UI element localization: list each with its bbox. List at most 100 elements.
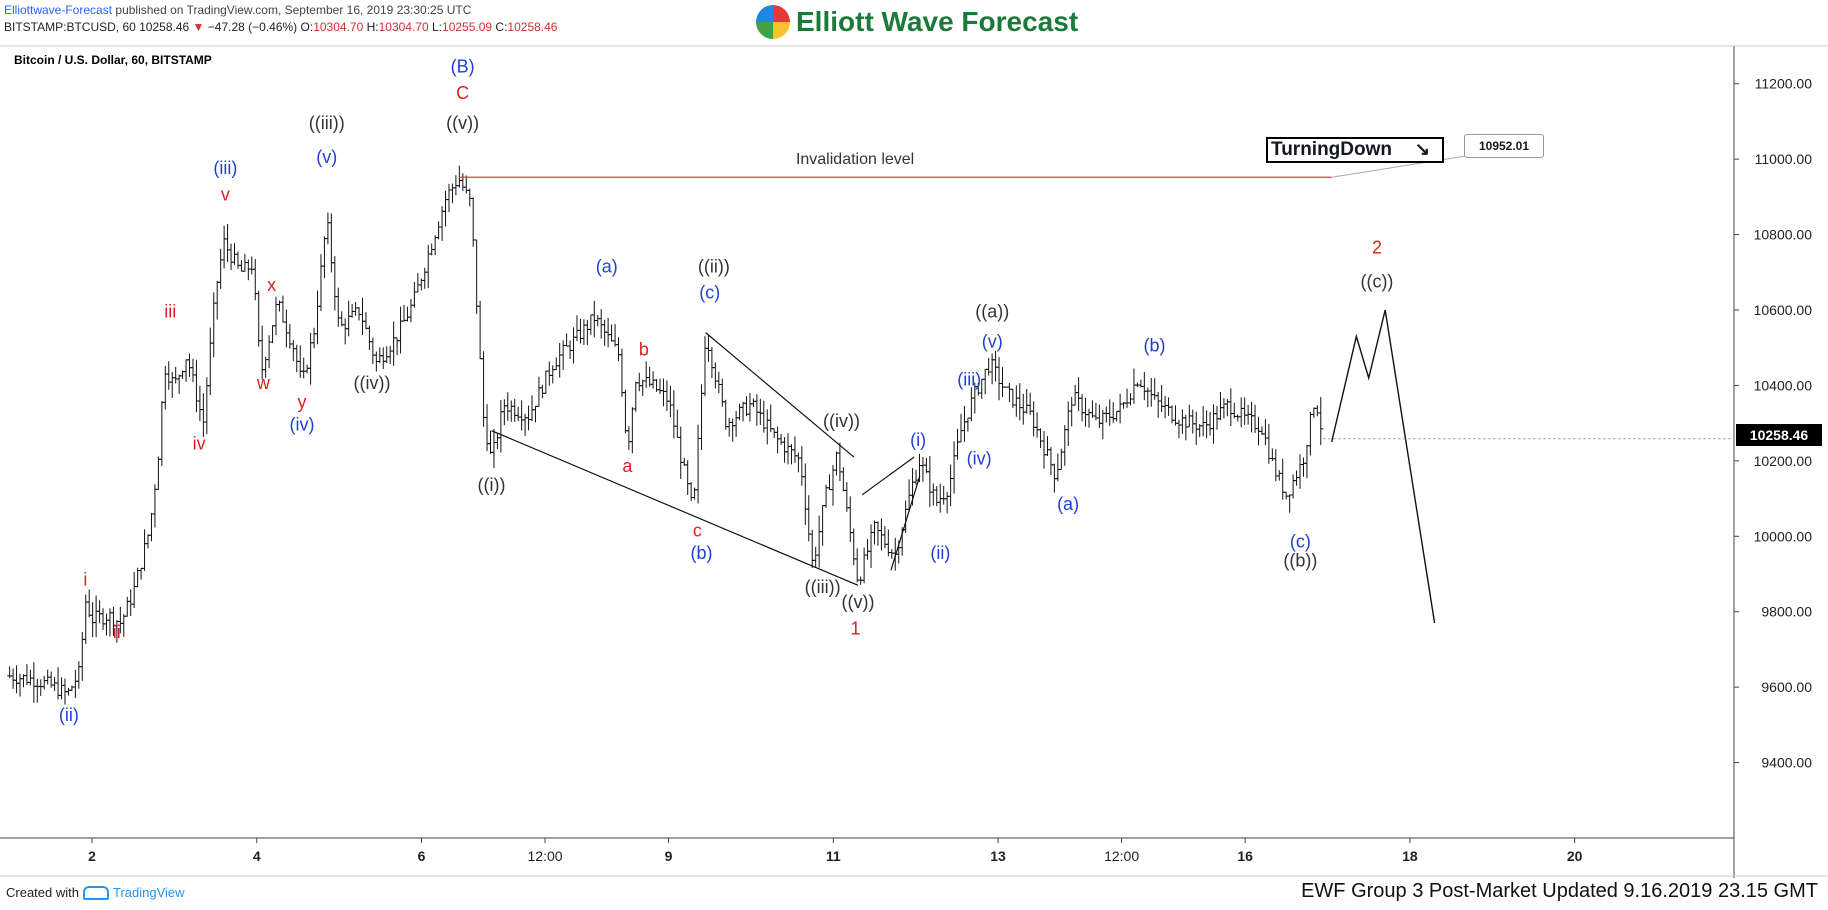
wave-label: ((iv)) [823, 411, 860, 431]
wave-label: ((i)) [477, 475, 505, 495]
wave-label: 1 [851, 618, 861, 638]
wave-label: ((iii)) [309, 113, 345, 133]
brand-logo: Elliott Wave Forecast [756, 2, 1078, 42]
x-tick-label: 2 [88, 848, 96, 864]
brand-name: Elliott Wave Forecast [796, 6, 1079, 37]
symbol-price: BITSTAMP:BTCUSD, 60 10258.46 [4, 20, 190, 34]
x-tick-label: 9 [665, 848, 673, 864]
wave-label: (b) [1144, 335, 1166, 355]
trendline-channel-lower [890, 475, 921, 571]
y-tick-label: 10600.00 [1754, 302, 1813, 318]
wave-label: i [83, 569, 87, 589]
arrow-down-right-icon: ↘ [1414, 139, 1430, 159]
tradingview-link[interactable]: TradingView [112, 885, 185, 900]
wave-label: ((v)) [842, 592, 875, 612]
wave-label: ((ii)) [698, 256, 730, 276]
open-label: O: [300, 20, 314, 34]
y-tick-label: 10800.00 [1754, 227, 1813, 243]
y-tick-label: 9400.00 [1761, 755, 1812, 771]
last-price-tag: 10258.46 [1736, 424, 1822, 446]
low-label: L: [432, 20, 443, 34]
open-value: 10304.70 [313, 20, 364, 34]
x-tick-label: 20 [1567, 848, 1583, 864]
y-tick-label: 9600.00 [1761, 679, 1812, 695]
created-with: Created with TradingView [6, 885, 185, 900]
y-tick-label: 10200.00 [1754, 453, 1813, 469]
wave-label: c [693, 520, 702, 540]
wave-label: C [456, 83, 469, 103]
invalidation-label: Invalidation level [796, 151, 914, 168]
y-tick-label: 9800.00 [1761, 604, 1812, 620]
price-change: −47.28 (−0.46%) [207, 20, 298, 34]
wave-label: ((b)) [1283, 550, 1317, 570]
wave-label: w [256, 373, 271, 393]
publisher-link[interactable]: Elliottwave-Forecast [4, 3, 113, 17]
wave-label: ((c)) [1360, 271, 1393, 291]
turning-down-box: TurningDown ↘ [1266, 137, 1444, 163]
y-tick-label: 11000.00 [1755, 151, 1813, 167]
wave-label: (B) [451, 56, 475, 76]
x-tick-label: 12:00 [528, 848, 563, 864]
wave-label: ii [113, 622, 121, 642]
wave-label: (iii) [957, 369, 981, 389]
wave-label: (c) [1290, 532, 1311, 552]
ohlc-line: BITSTAMP:BTCUSD, 60 10258.46 ▼ −47.28 (−… [4, 20, 557, 34]
chart-title: Bitcoin / U.S. Dollar, 60, BITSTAMP [14, 53, 212, 67]
wave-label: ((v)) [446, 113, 479, 133]
wave-label: (v) [316, 147, 337, 167]
wave-label: ((a)) [975, 302, 1009, 322]
high-label: H: [366, 20, 379, 34]
close-label: C: [495, 20, 508, 34]
x-tick-label: 12:00 [1104, 848, 1139, 864]
wave-label: (iv) [290, 415, 315, 435]
wave-label: (c) [699, 283, 720, 303]
wave-label: (ii) [930, 543, 950, 563]
x-tick-label: 6 [418, 848, 426, 864]
update-note: EWF Group 3 Post-Market Updated 9.16.201… [1301, 880, 1818, 902]
low-value: 10255.09 [442, 20, 493, 34]
price-bars [7, 165, 1324, 705]
wave-label: ((iii)) [805, 577, 841, 597]
wave-label: (iv) [967, 449, 992, 469]
wave-label: (v) [982, 332, 1003, 352]
wave-label: (a) [596, 256, 618, 276]
y-tick-label: 10000.00 [1754, 528, 1813, 544]
published-text: published on TradingView.com, September … [115, 3, 472, 17]
change-down-icon: ▼ [192, 20, 205, 34]
y-tick-label: 10400.00 [1754, 377, 1813, 393]
invalidation-price-tag: 10952.01 [1464, 134, 1544, 158]
trendline-channel-upper [861, 456, 915, 496]
x-tick-label: 11 [826, 848, 841, 864]
high-value: 10304.70 [378, 20, 429, 34]
created-with-text: Created with [6, 885, 79, 900]
projection-path [1330, 309, 1436, 624]
wave-label: b [639, 339, 649, 359]
tradingview-icon [82, 885, 109, 900]
y-tick-label: 11200.00 [1755, 76, 1813, 92]
wave-label: a [622, 456, 633, 476]
turning-label: TurningDown [1271, 139, 1393, 160]
x-tick-label: 4 [253, 848, 261, 864]
wave-label: 2 [1372, 237, 1382, 257]
close-value: 10258.46 [507, 20, 558, 34]
wave-label: ((iv)) [354, 373, 391, 393]
overlay-lines: Invalidation level [458, 151, 1734, 624]
axes: 9400.00 9600.00 9800.00 10000.00 10200.00 104… [0, 45, 1828, 878]
wave-label: y [298, 392, 307, 412]
trendline-diagonal-upper [705, 332, 855, 458]
globe-icon [756, 5, 790, 39]
publish-info: Elliottwave-Forecast published on Tradin… [4, 3, 471, 17]
wave-label: (iii) [213, 158, 237, 178]
trendline-diagonal-lower [491, 430, 859, 586]
wave-label: (b) [691, 543, 713, 563]
wave-labels: (ii)iiiiiiiv(iii)vwxy(iv)((iii))(v)((iv)… [59, 56, 1394, 725]
wave-label: (i) [910, 430, 926, 450]
wave-label: (a) [1057, 494, 1079, 514]
wave-label: iv [193, 434, 206, 454]
wave-label: iii [164, 302, 176, 322]
x-tick-label: 13 [990, 848, 1006, 864]
wave-label: (ii) [59, 705, 79, 725]
x-tick-label: 16 [1237, 848, 1253, 864]
x-tick-label: 18 [1402, 848, 1418, 864]
